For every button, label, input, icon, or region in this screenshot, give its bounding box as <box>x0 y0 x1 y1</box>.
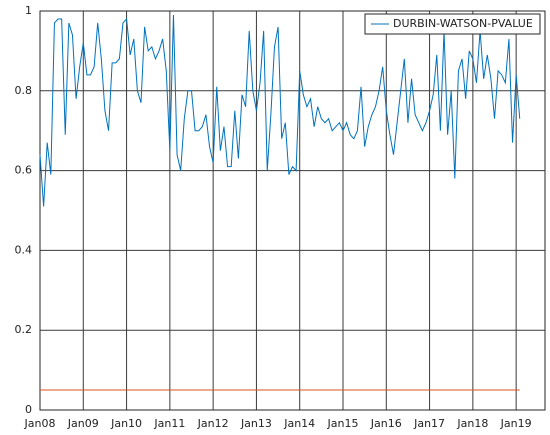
x-tick-label: Jan19 <box>500 417 532 430</box>
y-tick-label: 1 <box>25 4 32 17</box>
x-tick-label: Jan16 <box>370 417 402 430</box>
x-tick-label: Jan09 <box>67 417 99 430</box>
legend-box <box>364 13 541 35</box>
x-tick-label: Jan17 <box>413 417 445 430</box>
x-tick-label: Jan11 <box>153 417 185 430</box>
legend-label: DURBIN-WATSON-PVALUE <box>393 17 533 30</box>
x-tick-label: Jan14 <box>283 417 315 430</box>
y-tick-label: 0.8 <box>15 84 33 97</box>
x-tick-label: Jan08 <box>24 417 56 430</box>
x-tick-label: Jan13 <box>240 417 272 430</box>
x-tick-label: Jan10 <box>110 417 142 430</box>
y-tick-label: 0 <box>25 403 32 416</box>
plot-area <box>40 11 545 410</box>
y-tick-label: 0.6 <box>15 164 33 177</box>
y-tick-label: 0.4 <box>15 243 33 256</box>
y-tick-label: 0.2 <box>15 323 33 336</box>
axes-box <box>39 10 546 411</box>
x-tick-label: Jan15 <box>327 417 359 430</box>
x-tick-label: Jan12 <box>197 417 229 430</box>
data-line <box>39 14 521 207</box>
x-tick-label: Jan18 <box>456 417 488 430</box>
